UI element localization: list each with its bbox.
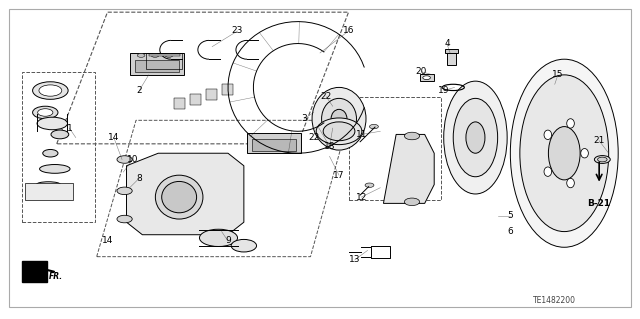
Text: 6: 6 (508, 227, 513, 236)
Ellipse shape (36, 182, 61, 187)
Bar (252, 139, 296, 151)
Bar (148, 55, 180, 56)
Ellipse shape (156, 175, 203, 219)
Bar (447, 53, 456, 65)
Text: 22: 22 (308, 133, 319, 142)
Ellipse shape (580, 149, 588, 158)
Text: 10: 10 (127, 155, 139, 164)
Ellipse shape (567, 119, 574, 128)
Ellipse shape (466, 122, 485, 153)
Ellipse shape (231, 240, 257, 252)
Bar (145, 53, 182, 69)
Ellipse shape (548, 127, 580, 180)
Text: 1: 1 (67, 124, 72, 133)
Bar (206, 89, 217, 100)
Text: 14: 14 (108, 133, 120, 142)
Circle shape (137, 54, 145, 57)
Bar (349, 97, 440, 200)
Bar (174, 98, 186, 109)
Text: 21: 21 (593, 136, 605, 145)
Bar (571, 128, 615, 175)
Bar (135, 60, 179, 72)
Text: 14: 14 (102, 236, 113, 246)
Text: 22: 22 (321, 92, 332, 101)
Bar (25, 183, 72, 200)
Bar (247, 133, 301, 153)
Bar (445, 49, 458, 53)
Text: TE1482200: TE1482200 (533, 296, 576, 305)
Ellipse shape (567, 178, 574, 188)
Text: 4: 4 (444, 39, 450, 48)
Circle shape (365, 183, 374, 187)
Circle shape (39, 85, 62, 96)
Circle shape (151, 54, 159, 57)
Polygon shape (383, 134, 434, 204)
Bar (190, 94, 202, 105)
Circle shape (33, 106, 58, 119)
Ellipse shape (423, 76, 430, 79)
Circle shape (117, 187, 132, 195)
Text: 11: 11 (355, 130, 367, 139)
Text: 3: 3 (301, 114, 307, 123)
Circle shape (404, 198, 420, 205)
Ellipse shape (544, 130, 552, 139)
Text: 16: 16 (343, 26, 355, 35)
Ellipse shape (444, 81, 507, 194)
Ellipse shape (323, 122, 355, 141)
Ellipse shape (162, 182, 196, 213)
Bar (130, 53, 184, 75)
Ellipse shape (544, 167, 552, 176)
Ellipse shape (200, 229, 237, 247)
Text: FR.: FR. (49, 271, 63, 281)
Text: 19: 19 (438, 86, 449, 95)
Bar (221, 84, 233, 95)
Ellipse shape (595, 156, 611, 163)
Circle shape (369, 124, 378, 129)
Ellipse shape (312, 87, 366, 150)
Bar (22, 72, 95, 222)
Circle shape (51, 130, 68, 139)
Circle shape (38, 109, 53, 116)
Bar (420, 74, 433, 81)
Circle shape (165, 54, 173, 57)
Ellipse shape (453, 98, 498, 177)
Circle shape (117, 156, 132, 163)
Text: 15: 15 (552, 70, 564, 79)
Text: 23: 23 (232, 26, 243, 35)
Ellipse shape (321, 98, 356, 139)
Text: 18: 18 (324, 143, 335, 152)
Text: 2: 2 (136, 86, 142, 95)
Ellipse shape (520, 75, 609, 232)
Ellipse shape (37, 117, 67, 130)
Circle shape (43, 150, 58, 157)
Text: B-21: B-21 (588, 199, 611, 208)
Text: 20: 20 (416, 67, 427, 76)
Ellipse shape (598, 157, 607, 162)
Circle shape (404, 132, 420, 140)
Ellipse shape (510, 59, 618, 247)
Circle shape (117, 215, 132, 223)
Polygon shape (22, 261, 47, 282)
Ellipse shape (316, 118, 362, 145)
Ellipse shape (331, 109, 347, 128)
Text: 17: 17 (333, 171, 345, 180)
Text: 13: 13 (349, 255, 361, 264)
Text: 8: 8 (136, 174, 142, 183)
Ellipse shape (40, 165, 70, 173)
Circle shape (33, 82, 68, 99)
Polygon shape (127, 153, 244, 235)
Text: 9: 9 (225, 236, 231, 246)
Text: 12: 12 (356, 193, 367, 202)
Text: 5: 5 (508, 211, 513, 220)
